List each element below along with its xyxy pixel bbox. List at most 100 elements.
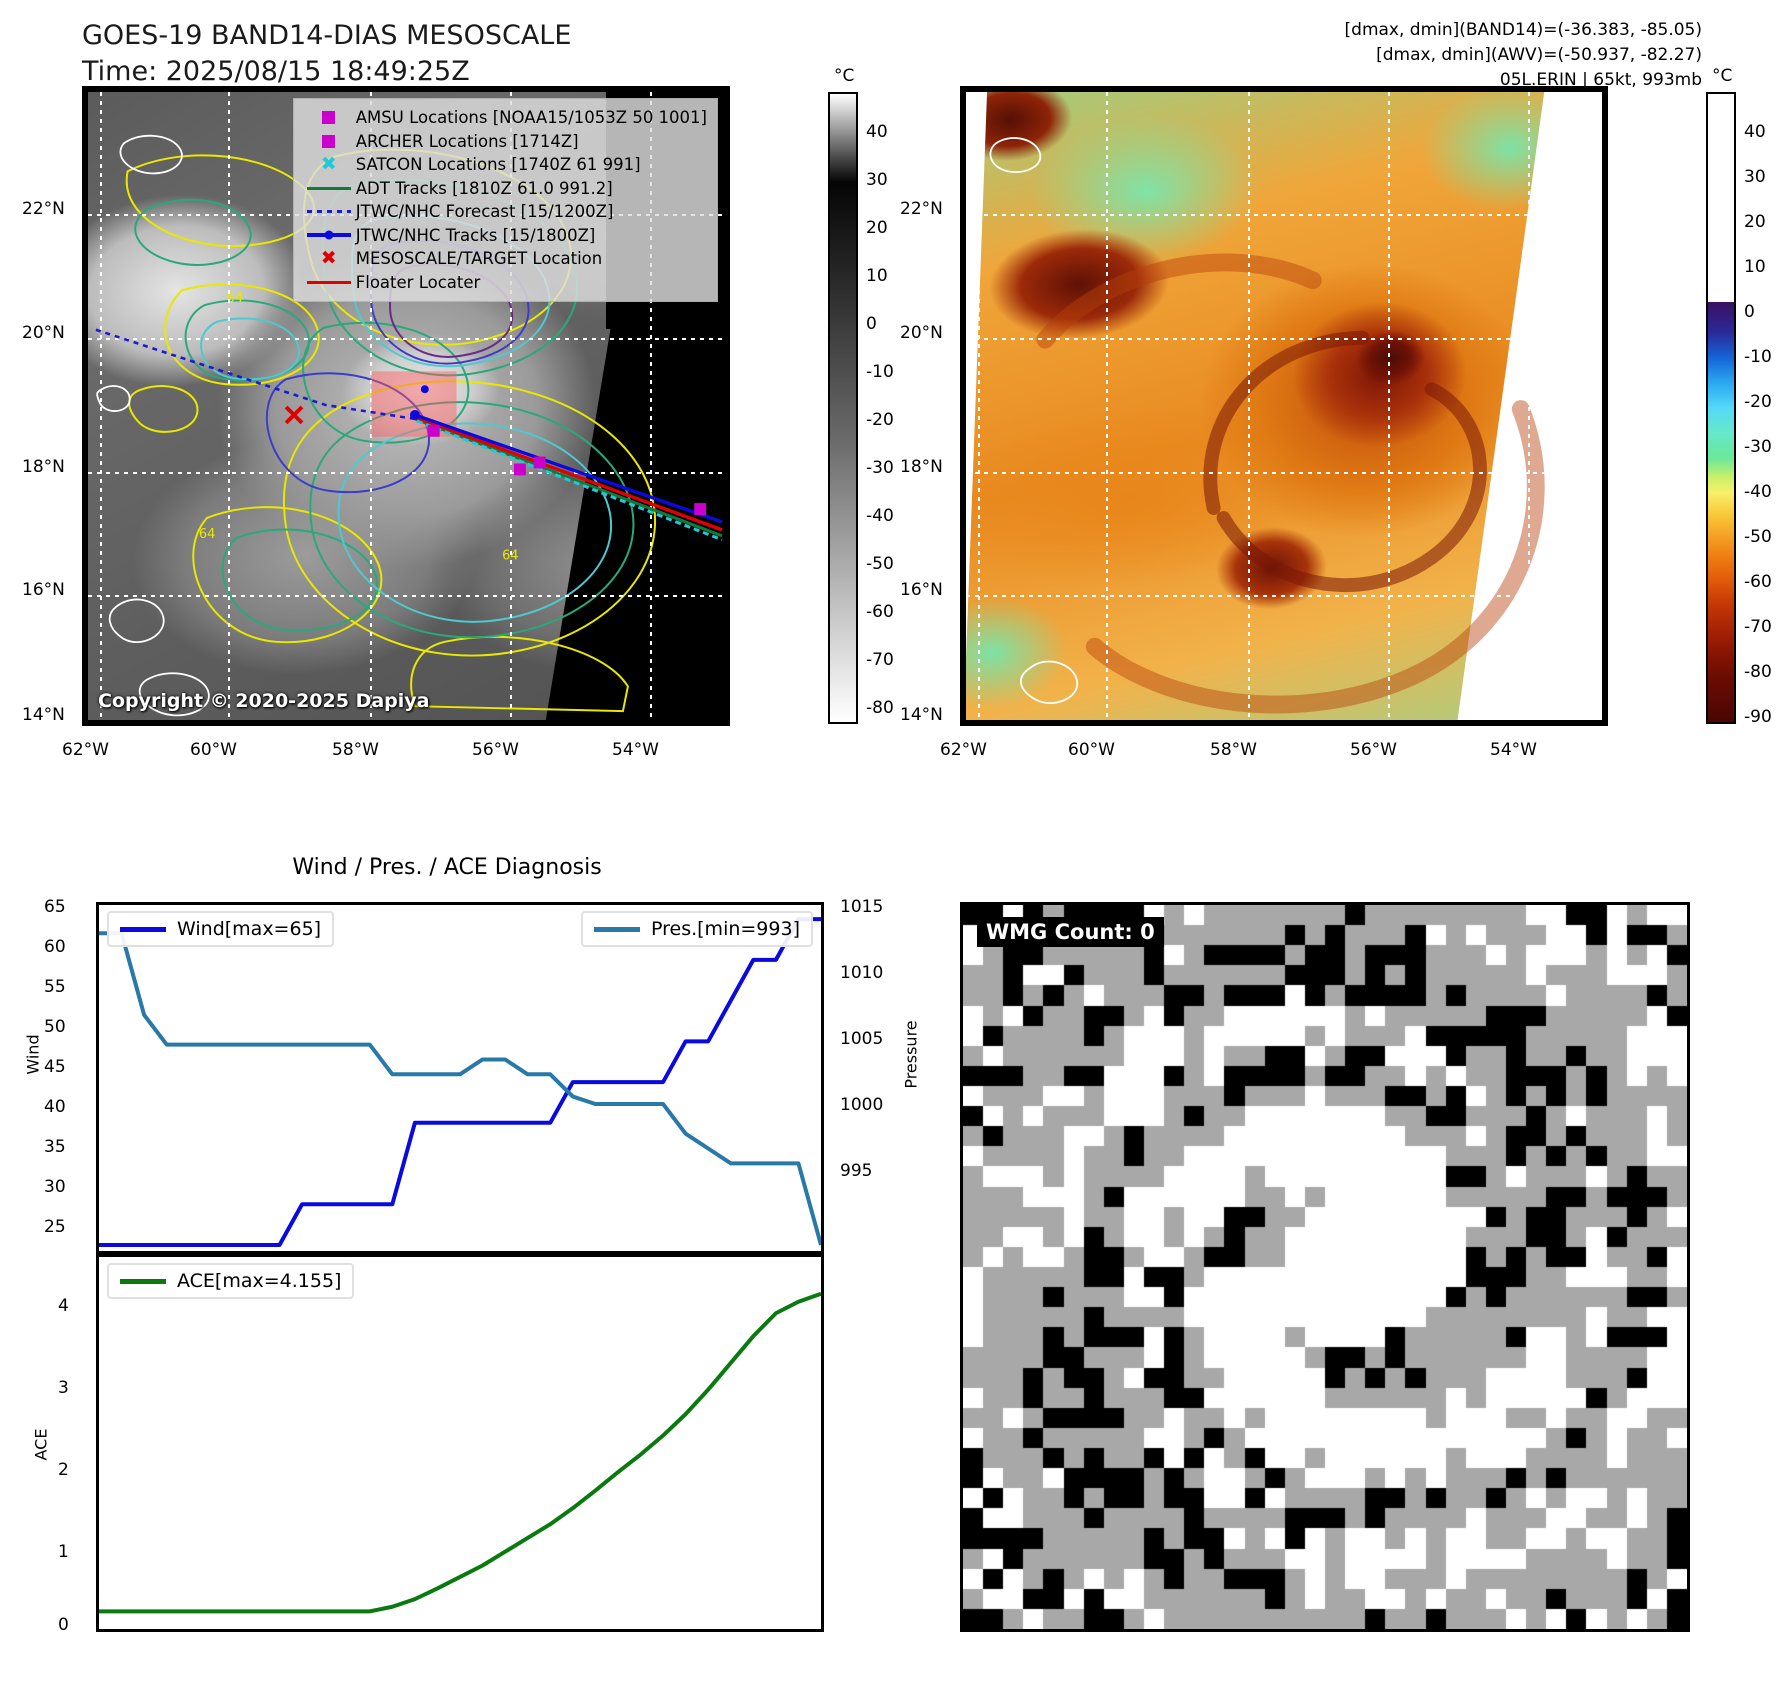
ace-plot-area [99,1257,821,1629]
wind-pressure-plot-area [99,905,821,1251]
lon-tick-left: 56°W [472,740,519,760]
pressure-legend: Pres.[min=993] [581,911,813,947]
cb-tick: -90 [1744,707,1772,727]
lon-tick-right: 56°W [1350,740,1397,760]
x-marker-icon: ✖ [320,247,337,270]
cb-tick: 10 [866,266,888,286]
ace-chart[interactable]: ACE[max=4.155] [96,1254,824,1632]
lat-tick-right: 18°N [900,457,943,477]
wind-pressure-series [99,917,821,1247]
cb-tick: 20 [866,218,888,238]
wind-tick: 40 [44,1097,66,1117]
series-line [99,917,821,1247]
wind-legend-swatch [120,926,166,932]
ace-series [99,1291,821,1614]
enhanced-ir-map[interactable] [960,86,1608,726]
colorbar-left-strip [828,92,858,724]
lon-tick-left: 60°W [190,740,237,760]
cb-tick: -50 [1744,527,1772,547]
gridline-lon-56 [510,92,512,720]
wind-tick: 50 [44,1017,66,1037]
cb-tick: 40 [1744,122,1766,142]
gridline-lat-16 [88,595,724,597]
title-line-1: GOES-19 BAND14-DIAS MESOSCALE [82,20,572,51]
x-marker-icon: ✖ [320,153,337,176]
gridline-lon-56 [1388,92,1390,720]
lat-tick-right: 16°N [900,580,943,600]
lat-tick-left: 14°N [22,705,65,725]
lat-tick-right: 22°N [900,199,943,219]
pressure-tick: 1010 [840,963,884,983]
ace-tick: 0 [58,1615,69,1635]
map-legend: AMSU Locations [NOAA15/1053Z 50 1001] AR… [292,98,718,302]
wind-tick: 65 [44,897,66,917]
wind-tick: 35 [44,1137,66,1157]
legend-item-amsu: AMSU Locations [NOAA15/1053Z 50 1001] [302,106,707,130]
line-icon [302,186,356,190]
legend-label: Floater Locater [355,272,481,292]
cb-tick: -80 [866,698,894,718]
cb-tick: 10 [1744,257,1766,277]
line-marker-icon [302,233,356,238]
wind-pressure-chart[interactable]: Wind[max=65] Pres.[min=993] [96,902,824,1254]
legend-item-floater: Floater Locater [302,271,707,295]
ace-axis-title: ACE [31,1428,51,1461]
lat-tick-left: 16°N [22,580,65,600]
legend-label: JTWC/NHC Forecast [15/1200Z] [355,202,614,221]
dotted-line-icon [302,210,356,214]
cb-tick: -40 [866,506,894,526]
cb-tick: -10 [866,362,894,382]
gridline-lon-58 [1248,92,1250,720]
cb-tick: -30 [866,458,894,478]
lon-tick-right: 58°W [1210,740,1257,760]
enhanced-ir-image [966,92,1602,720]
ace-tick: 4 [58,1296,69,1316]
cb-tick: -50 [866,554,894,574]
pressure-axis-title: Pressure [901,1020,921,1089]
lat-tick-right: 20°N [900,323,943,343]
series-line [99,931,821,1246]
cb-tick: 0 [866,314,877,334]
wind-legend: Wind[max=65] [107,911,335,947]
gridline-lon-54 [650,92,652,720]
lat-tick-left: 20°N [22,323,65,343]
series-line [99,1291,821,1614]
square-icon [302,111,356,125]
wind-tick: 30 [44,1177,66,1197]
gridline-lon-60 [1106,92,1108,720]
cb-tick: -60 [866,602,894,622]
legend-item-satcon: ✖ SATCON Locations [1740Z 61 991] [302,153,707,177]
colorbar-left-unit: °C [834,66,855,86]
header-stats: [dmax, dmin](BAND14)=(-36.383, -85.05) [… [1345,18,1702,93]
wmg-canvas [963,905,1687,1629]
cb-tick: -20 [1744,392,1772,412]
cb-tick: 20 [1744,212,1766,232]
diagnosis-chart-title: Wind / Pres. / ACE Diagnosis [292,855,602,880]
band14-image: 64 64 64 [88,92,724,720]
colorbar-right-unit: °C [1712,66,1733,86]
legend-label: SATCON Locations [1740Z 61 991] [355,155,641,174]
line-icon [302,280,356,284]
cb-tick: 30 [1744,167,1766,187]
band14-grayscale-map[interactable]: 64 64 64 [82,86,730,726]
ace-tick: 2 [58,1460,69,1480]
pressure-legend-label: Pres.[min=993] [651,918,800,940]
cb-tick: -10 [1744,347,1772,367]
wind-tick: 25 [44,1217,66,1237]
wmg-cloud-cluster-map[interactable]: WMG Count: 0 [960,902,1690,1632]
legend-label: ARCHER Locations [1714Z] [355,131,579,151]
cb-tick: 0 [1744,302,1755,322]
cb-tick: -20 [866,410,894,430]
ace-tick: 3 [58,1378,69,1398]
lon-tick-right: 62°W [940,740,987,760]
lon-tick-left: 54°W [612,740,659,760]
cb-tick: -60 [1744,572,1772,592]
ace-legend-label: ACE[max=4.155] [177,1270,342,1292]
legend-label: AMSU Locations [NOAA15/1053Z 50 1001] [355,108,707,127]
ace-tick: 1 [58,1542,69,1562]
copyright-notice: Copyright © 2020-2025 Dapiya [98,690,430,712]
gridline-lon-62 [978,92,980,720]
pressure-legend-swatch [594,926,640,932]
legend-item-tracks: JTWC/NHC Tracks [15/1800Z] [302,224,707,248]
lon-tick-left: 58°W [332,740,379,760]
